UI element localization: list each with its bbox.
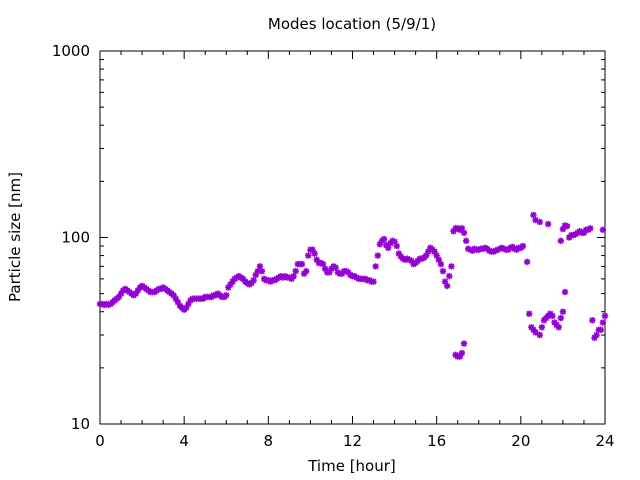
data-point [258, 267, 266, 275]
data-point [298, 260, 306, 268]
data-point [538, 324, 546, 331]
data-point [290, 273, 297, 280]
data-point [523, 258, 531, 266]
data-point [380, 235, 388, 243]
data-point [526, 310, 533, 317]
data-point [458, 349, 466, 357]
data-point [519, 242, 527, 250]
data-point [446, 273, 453, 280]
y-axis-label: Particle size [nm] [6, 172, 24, 302]
y-tick-label: 1000 [52, 42, 90, 60]
y-tick-label: 10 [71, 415, 90, 433]
chart-title: Modes location (5/9/1) [268, 15, 436, 33]
x-tick-label: 20 [511, 432, 530, 450]
data-point [292, 267, 299, 275]
data-points [96, 211, 609, 360]
data-point [370, 278, 377, 285]
data-point [532, 329, 539, 336]
data-point [599, 226, 607, 233]
data-point [462, 237, 470, 245]
data-point [555, 324, 562, 331]
data-point [223, 292, 230, 299]
data-point [311, 250, 318, 257]
data-point [557, 237, 565, 245]
x-axis-ticks: 0 4 8 12 16 20 24 [95, 51, 615, 450]
data-point [597, 326, 604, 333]
data-point [460, 229, 468, 236]
data-point [374, 252, 381, 259]
data-point [599, 319, 607, 326]
data-point [303, 267, 310, 275]
minor-ticks [100, 51, 605, 424]
data-point [536, 331, 543, 339]
data-point [536, 218, 543, 226]
data-point [587, 225, 594, 232]
data-point [549, 312, 556, 320]
data-point [589, 317, 596, 324]
data-point [563, 222, 571, 230]
x-tick-label: 24 [595, 432, 614, 450]
data-point [393, 242, 400, 250]
x-tick-label: 8 [264, 432, 274, 450]
data-point [372, 263, 379, 270]
data-point [593, 331, 600, 339]
data-point [559, 308, 567, 315]
data-point [544, 220, 552, 228]
y-tick-label: 100 [61, 229, 90, 247]
plot-frame [99, 50, 606, 425]
data-point [443, 282, 451, 290]
data-point [439, 267, 447, 275]
x-axis-label: Time [hour] [307, 457, 396, 475]
y-axis-ticks: 10 100 1000 [52, 42, 605, 433]
data-point [170, 292, 177, 299]
data-point [460, 340, 468, 347]
data-point [557, 314, 565, 322]
x-tick-label: 0 [95, 432, 105, 450]
data-point [561, 288, 569, 296]
data-point [305, 252, 312, 259]
data-point [448, 263, 455, 270]
data-point [437, 260, 445, 268]
data-point [332, 264, 339, 271]
x-tick-label: 12 [343, 432, 362, 450]
x-tick-label: 16 [427, 432, 446, 450]
data-point [601, 312, 609, 320]
x-tick-label: 4 [179, 432, 189, 450]
data-point [530, 211, 537, 219]
data-point [250, 277, 257, 284]
